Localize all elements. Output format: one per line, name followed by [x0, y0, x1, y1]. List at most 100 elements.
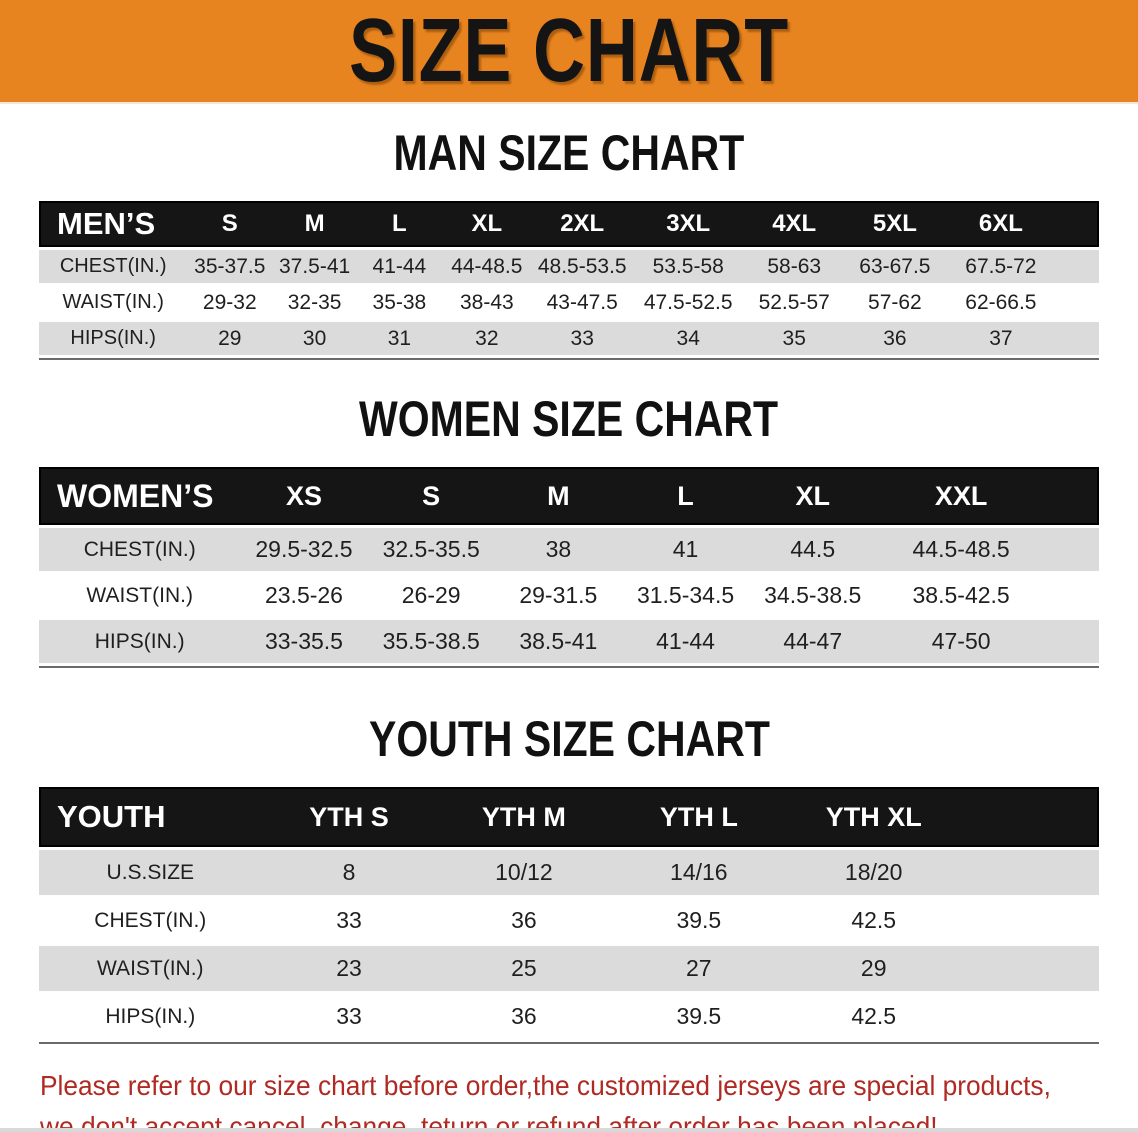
spacer — [1056, 322, 1099, 355]
spacer — [1045, 620, 1099, 663]
men-size-col: XL — [441, 201, 532, 247]
spacer — [1045, 574, 1099, 617]
cell: 29.5-32.5 — [240, 528, 368, 571]
men-size-col: S — [187, 201, 273, 247]
cell: 57-62 — [844, 286, 946, 319]
cell: 32.5-35.5 — [367, 528, 495, 571]
youth-size-col: YTH XL — [786, 787, 962, 847]
cell: 52.5-57 — [743, 286, 845, 319]
cell: 37.5-41 — [272, 250, 357, 283]
men-size-col: 3XL — [632, 201, 744, 247]
men-section-heading: MAN SIZE CHART — [0, 124, 1138, 182]
men-size-col: 2XL — [531, 201, 633, 247]
spacer — [961, 994, 1099, 1039]
cell: 35-37.5 — [187, 250, 273, 283]
cell: 34.5-38.5 — [749, 574, 877, 617]
row-label: HIPS(IN.) — [39, 994, 262, 1039]
men-size-table: MEN’S S M L XL 2XL 3XL 4XL 5XL 6XL CHEST… — [39, 198, 1099, 358]
cell: 58-63 — [743, 250, 845, 283]
row-label: U.S.SIZE — [39, 850, 262, 895]
cell: 10/12 — [436, 850, 612, 895]
cell: 34 — [632, 322, 744, 355]
women-size-table: WOMEN’S XS S M L XL XXL CHEST(IN.) 29.5-… — [39, 464, 1099, 666]
cell: 32 — [441, 322, 532, 355]
cell: 25 — [436, 946, 612, 991]
youth-size-col: YTH M — [436, 787, 612, 847]
cell: 41-44 — [621, 620, 750, 663]
cell: 37 — [945, 322, 1057, 355]
cell: 31 — [356, 322, 442, 355]
cell: 41-44 — [356, 250, 442, 283]
men-hips-row: HIPS(IN.) 29 30 31 32 33 34 35 36 37 — [39, 322, 1099, 355]
spacer — [961, 898, 1099, 943]
spacer — [961, 787, 1099, 847]
cell: 35.5-38.5 — [367, 620, 495, 663]
women-waist-row: WAIST(IN.) 23.5-26 26-29 29-31.5 31.5-34… — [39, 574, 1099, 617]
youth-header-row: YOUTH YTH S YTH M YTH L YTH XL — [39, 787, 1099, 847]
disclaimer-line-1: Please refer to our size chart before or… — [40, 1070, 1051, 1101]
cell: 44-48.5 — [441, 250, 532, 283]
men-size-col: 5XL — [844, 201, 946, 247]
row-label: CHEST(IN.) — [39, 898, 262, 943]
youth-heading-text: YOUTH SIZE CHART — [368, 711, 770, 767]
cell: 38.5-42.5 — [876, 574, 1046, 617]
cell: 62-66.5 — [945, 286, 1057, 319]
cell: 29 — [786, 946, 962, 991]
men-header-row: MEN’S S M L XL 2XL 3XL 4XL 5XL 6XL — [39, 201, 1099, 247]
cell: 27 — [611, 946, 787, 991]
youth-size-col: YTH L — [611, 787, 787, 847]
cell: 38 — [494, 528, 622, 571]
row-label: WAIST(IN.) — [39, 574, 241, 617]
cell: 47-50 — [876, 620, 1046, 663]
cell: 44.5 — [749, 528, 877, 571]
cell: 39.5 — [611, 994, 787, 1039]
spacer — [961, 850, 1099, 895]
cell: 18/20 — [786, 850, 962, 895]
cell: 67.5-72 — [945, 250, 1057, 283]
spacer — [961, 946, 1099, 991]
cell: 35 — [743, 322, 845, 355]
youth-waist-row: WAIST(IN.) 23 25 27 29 — [39, 946, 1099, 991]
youth-size-col: YTH S — [261, 787, 437, 847]
cell: 36 — [844, 322, 946, 355]
cell: 48.5-53.5 — [531, 250, 633, 283]
youth-chest-row: CHEST(IN.) 33 36 39.5 42.5 — [39, 898, 1099, 943]
women-table-underline — [39, 666, 1099, 668]
men-size-col: L — [356, 201, 442, 247]
women-header-row: WOMEN’S XS S M L XL XXL — [39, 467, 1099, 525]
cell: 23.5-26 — [240, 574, 368, 617]
disclaimer: Please refer to our size chart before or… — [40, 1066, 1138, 1128]
row-label: CHEST(IN.) — [39, 250, 188, 283]
youth-hips-row: HIPS(IN.) 33 36 39.5 42.5 — [39, 994, 1099, 1039]
cell: 43-47.5 — [531, 286, 633, 319]
cell: 30 — [272, 322, 357, 355]
spacer — [1056, 286, 1099, 319]
youth-section-heading: YOUTH SIZE CHART — [0, 710, 1138, 768]
women-hips-row: HIPS(IN.) 33-35.5 35.5-38.5 38.5-41 41-4… — [39, 620, 1099, 663]
cell: 35-38 — [356, 286, 442, 319]
men-size-col: 6XL — [945, 201, 1057, 247]
men-waist-row: WAIST(IN.) 29-32 32-35 35-38 38-43 43-47… — [39, 286, 1099, 319]
youth-ussize-row: U.S.SIZE 8 10/12 14/16 18/20 — [39, 850, 1099, 895]
cell: 26-29 — [367, 574, 495, 617]
cell: 36 — [436, 994, 612, 1039]
cell: 44-47 — [749, 620, 877, 663]
cell: 33 — [261, 898, 437, 943]
cell: 14/16 — [611, 850, 787, 895]
women-size-col: S — [367, 467, 495, 525]
row-label: WAIST(IN.) — [39, 946, 262, 991]
women-section-heading: WOMEN SIZE CHART — [0, 390, 1138, 448]
youth-size-table: YOUTH YTH S YTH M YTH L YTH XL U.S.SIZE … — [39, 784, 1099, 1042]
cell: 38-43 — [441, 286, 532, 319]
cell: 39.5 — [611, 898, 787, 943]
cell: 53.5-58 — [632, 250, 744, 283]
cell: 63-67.5 — [844, 250, 946, 283]
cell: 31.5-34.5 — [621, 574, 750, 617]
men-size-col: 4XL — [743, 201, 845, 247]
row-label: HIPS(IN.) — [39, 620, 241, 663]
cell: 29 — [187, 322, 273, 355]
row-label: HIPS(IN.) — [39, 322, 188, 355]
page-title: SIZE CHART — [349, 1, 789, 101]
spacer — [1045, 528, 1099, 571]
men-table-underline — [39, 358, 1099, 360]
